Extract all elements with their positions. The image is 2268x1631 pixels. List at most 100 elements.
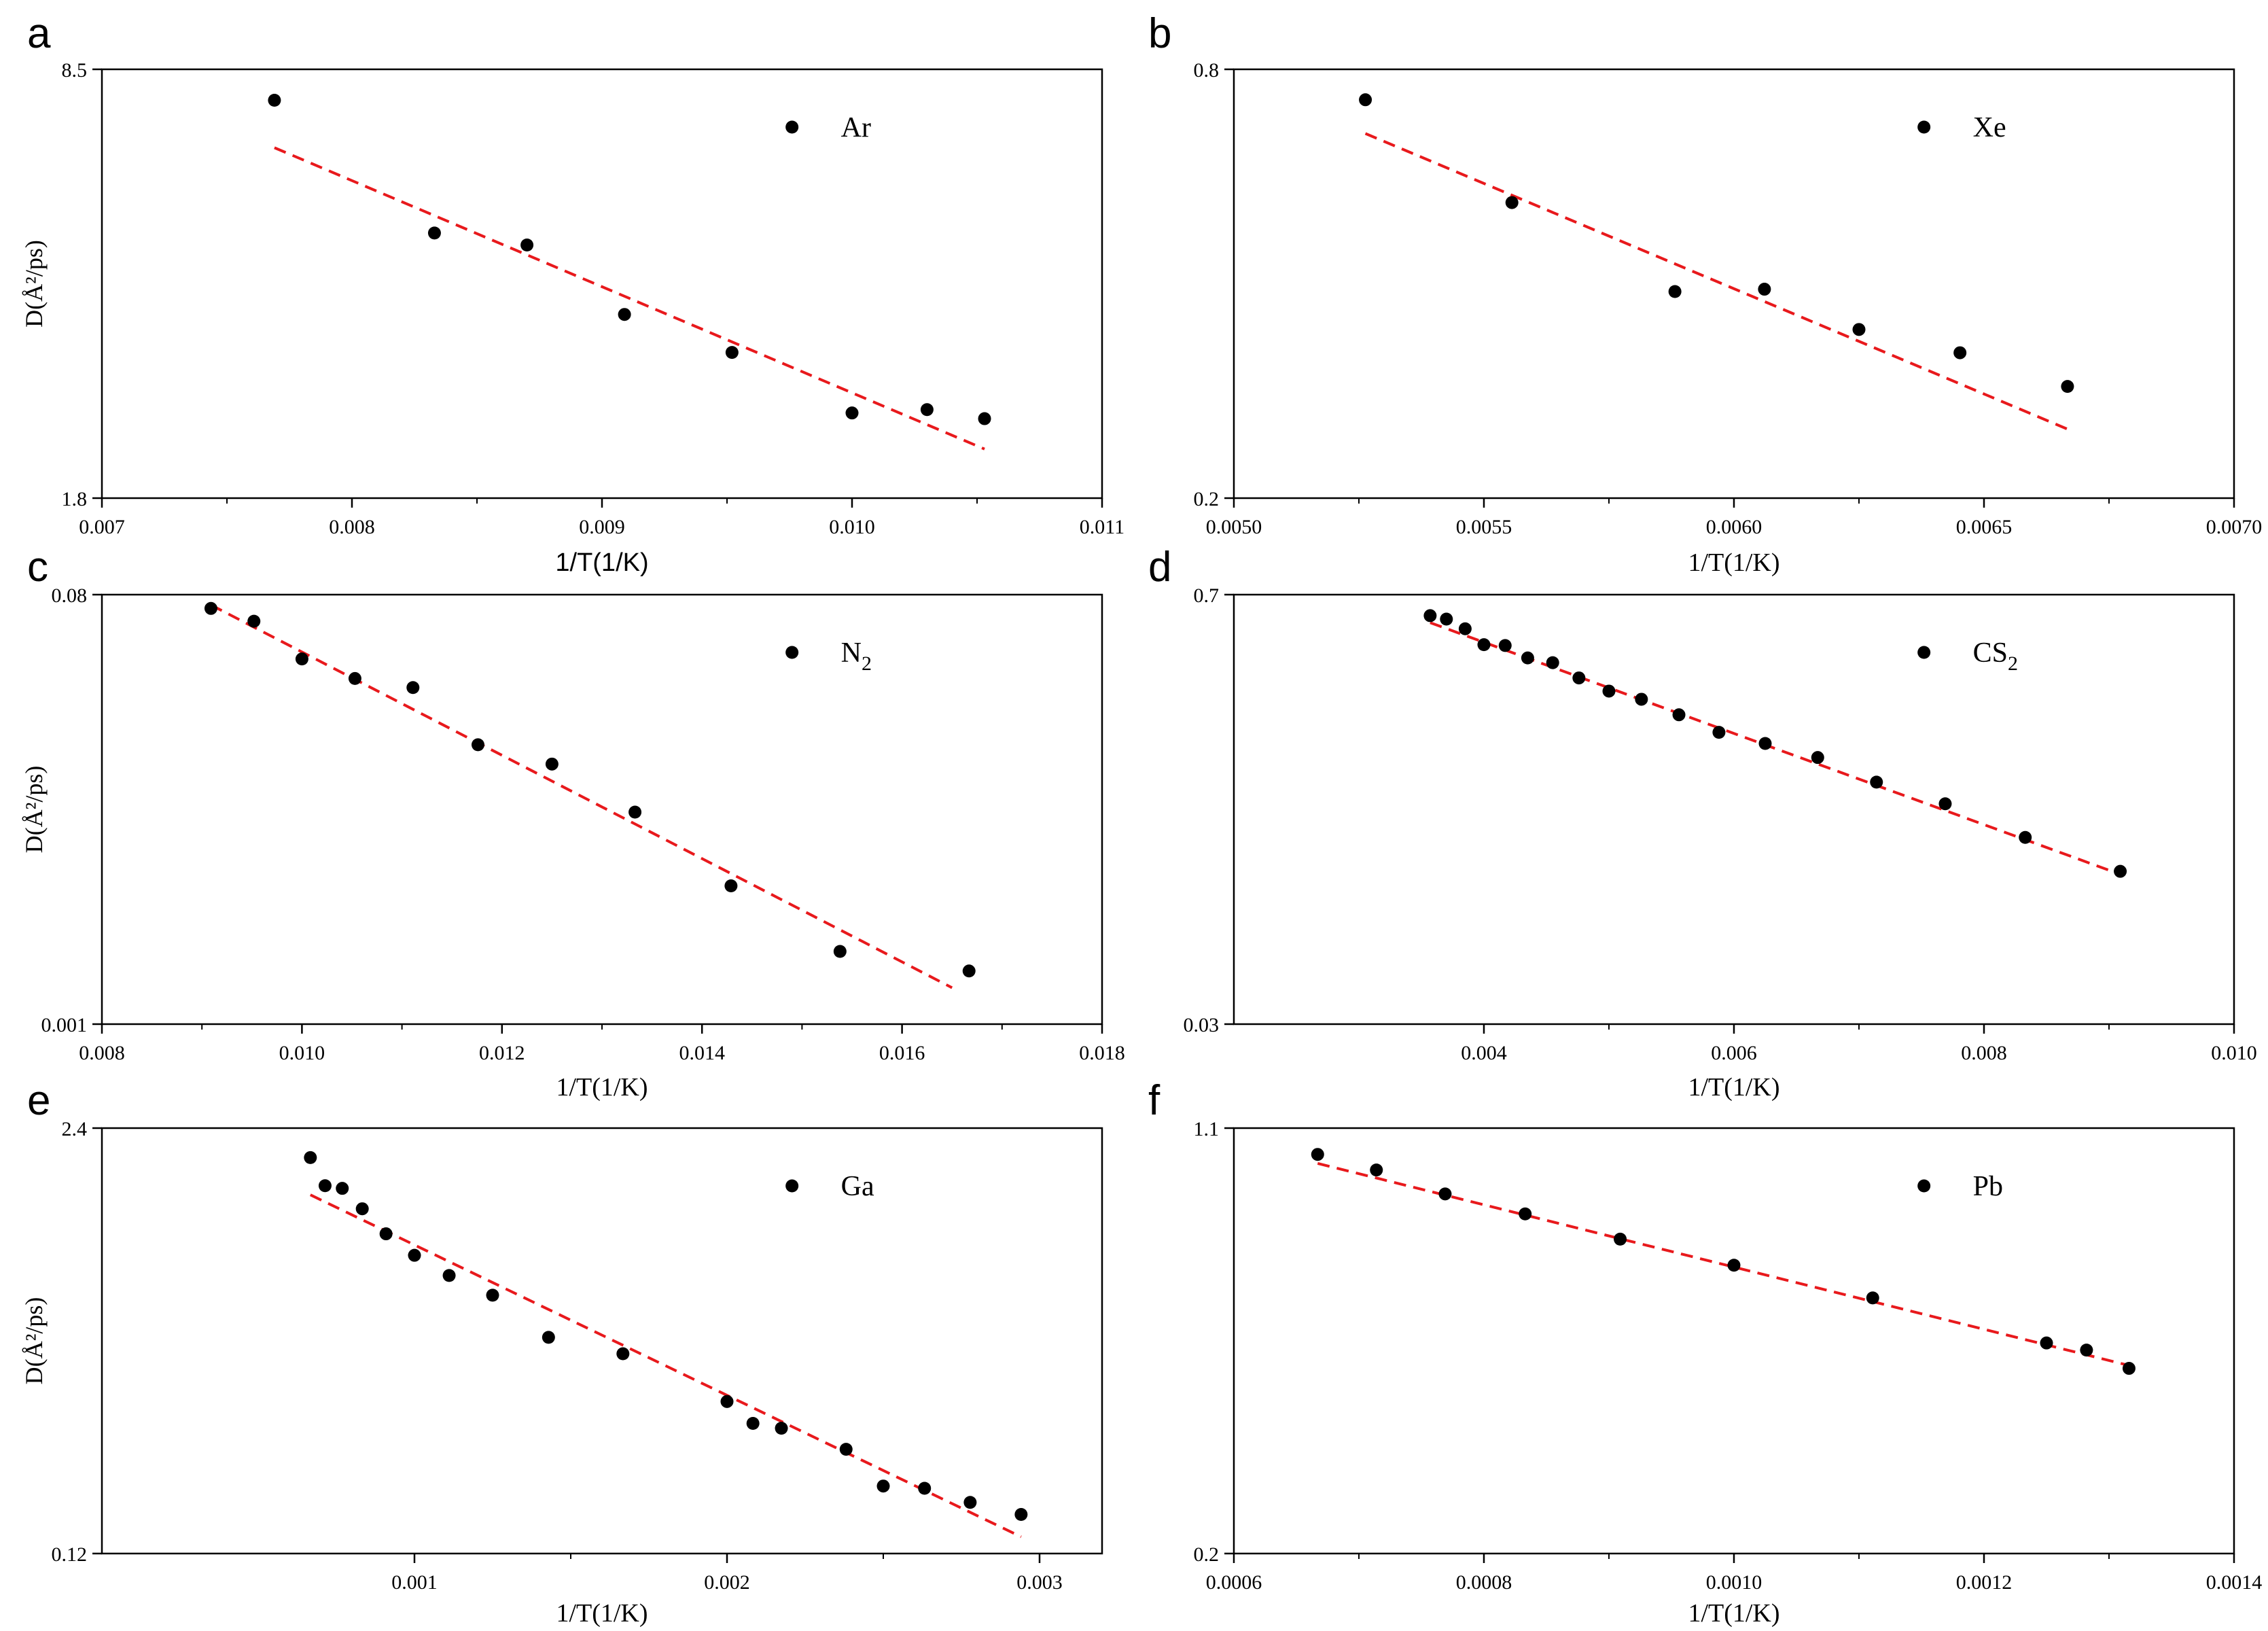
y-axis-label: D(Å²/ps)	[20, 1297, 48, 1385]
panel-letter: f	[1148, 1077, 1160, 1124]
data-point	[355, 1202, 369, 1216]
data-point	[1635, 692, 1648, 706]
data-point	[1505, 196, 1519, 209]
fit-line	[309, 1193, 1022, 1539]
x-tick-label: 0.002	[704, 1571, 750, 1594]
y-axis-label: D(Å²/ps)	[20, 240, 48, 328]
x-tick-label: 0.010	[2211, 1042, 2257, 1064]
data-point	[545, 757, 559, 771]
x-tick-label: 0.0070	[2206, 516, 2263, 538]
data-point	[1359, 93, 1372, 107]
legend-marker	[785, 1179, 799, 1193]
data-point	[2080, 1344, 2093, 1357]
data-point	[725, 346, 739, 359]
data-point	[542, 1331, 555, 1344]
fit-line	[274, 146, 985, 451]
data-point	[247, 614, 261, 628]
data-point	[1953, 346, 1967, 359]
x-axis-label: 1/T(1/K)	[1688, 1073, 1779, 1102]
legend-label: Xe	[1973, 112, 2006, 143]
plot-frame	[101, 1127, 1103, 1555]
data-point	[720, 1395, 734, 1408]
y-tick-label: 0.03	[1184, 1014, 1220, 1036]
legend-marker	[1917, 120, 1931, 134]
data-point	[616, 1347, 630, 1361]
y-tick-label: 8.5	[62, 59, 88, 82]
panel-letter: d	[1148, 544, 1171, 591]
data-point	[427, 226, 441, 240]
x-tick-label: 0.0060	[1706, 516, 1762, 538]
data-point	[876, 1479, 890, 1493]
x-tick-label: 0.014	[679, 1042, 725, 1064]
data-point	[1370, 1163, 1383, 1177]
y-tick-label: 0.08	[52, 584, 88, 607]
data-point	[845, 406, 859, 420]
legend-label: Ar	[841, 112, 871, 143]
fit-line	[1317, 1161, 2129, 1367]
y-tick-label: 0.7	[1194, 584, 1220, 607]
data-point	[1758, 283, 1771, 296]
data-point	[2019, 830, 2032, 844]
data-point	[1852, 323, 1866, 336]
y-tick-label: 0.12	[52, 1543, 88, 1566]
data-point	[318, 1179, 332, 1193]
x-tick-label: 0.012	[479, 1042, 525, 1064]
data-point	[1811, 751, 1824, 765]
legend-label: N2	[841, 637, 872, 675]
legend-label: Ga	[841, 1171, 874, 1202]
y-tick-label: 2.4	[62, 1118, 88, 1140]
data-point	[978, 412, 991, 425]
data-point	[1423, 609, 1437, 622]
data-point	[348, 671, 361, 685]
data-point	[204, 601, 217, 615]
data-point	[1572, 671, 1586, 685]
y-tick-label: 1.8	[62, 488, 88, 510]
data-point	[1668, 285, 1682, 298]
data-point	[1672, 708, 1686, 722]
y-tick-label: 0.001	[41, 1014, 88, 1036]
panel-letter: c	[27, 544, 48, 591]
x-tick-label: 0.0055	[1456, 516, 1512, 538]
data-point	[918, 1481, 932, 1495]
data-point	[304, 1151, 317, 1164]
data-point	[1938, 797, 1952, 811]
y-axis-label: D(Å²/ps)	[20, 766, 48, 854]
data-point	[1440, 612, 1453, 626]
data-point	[486, 1288, 499, 1302]
data-point	[839, 1443, 853, 1456]
x-tick-label: 0.008	[329, 516, 375, 538]
data-point	[379, 1227, 393, 1241]
legend-marker	[1917, 646, 1931, 659]
plot-frame	[1233, 1127, 2235, 1555]
x-tick-label: 0.016	[879, 1042, 925, 1064]
plot-frame	[1233, 593, 2235, 1025]
data-point	[2061, 380, 2074, 393]
data-point	[2122, 1362, 2136, 1375]
y-tick-label: 0.2	[1194, 488, 1220, 510]
x-tick-label: 0.0065	[1956, 516, 2013, 538]
data-point	[1727, 1259, 1741, 1272]
y-tick-label: 0.8	[1194, 59, 1220, 82]
x-tick-label: 0.003	[1016, 1571, 1063, 1594]
data-point	[746, 1417, 760, 1431]
data-point	[1498, 639, 1512, 652]
data-point	[442, 1269, 456, 1282]
data-point	[1014, 1508, 1028, 1522]
x-tick-label: 0.0008	[1456, 1571, 1512, 1594]
panel-letter: b	[1148, 10, 1171, 57]
data-point	[724, 879, 738, 892]
x-tick-label: 0.010	[279, 1042, 325, 1064]
panel-letter: e	[27, 1077, 50, 1124]
data-point	[520, 239, 534, 252]
legend-marker	[785, 120, 799, 134]
data-point	[408, 1248, 421, 1262]
x-tick-label: 0.011	[1080, 516, 1124, 538]
x-tick-label: 0.007	[79, 516, 125, 538]
x-tick-label: 0.0010	[1706, 1571, 1762, 1594]
panel-e: e 0.001 0.002 0.003 2.4 0.12 1/T(1/K) D(Å²/ps) G…	[20, 1077, 1103, 1628]
x-tick-label: 0.0014	[2206, 1571, 2263, 1594]
x-tick-label: 0.0006	[1206, 1571, 1262, 1594]
data-point	[1870, 775, 1883, 789]
x-axis-label: 1/T(1/K)	[1688, 1599, 1779, 1628]
